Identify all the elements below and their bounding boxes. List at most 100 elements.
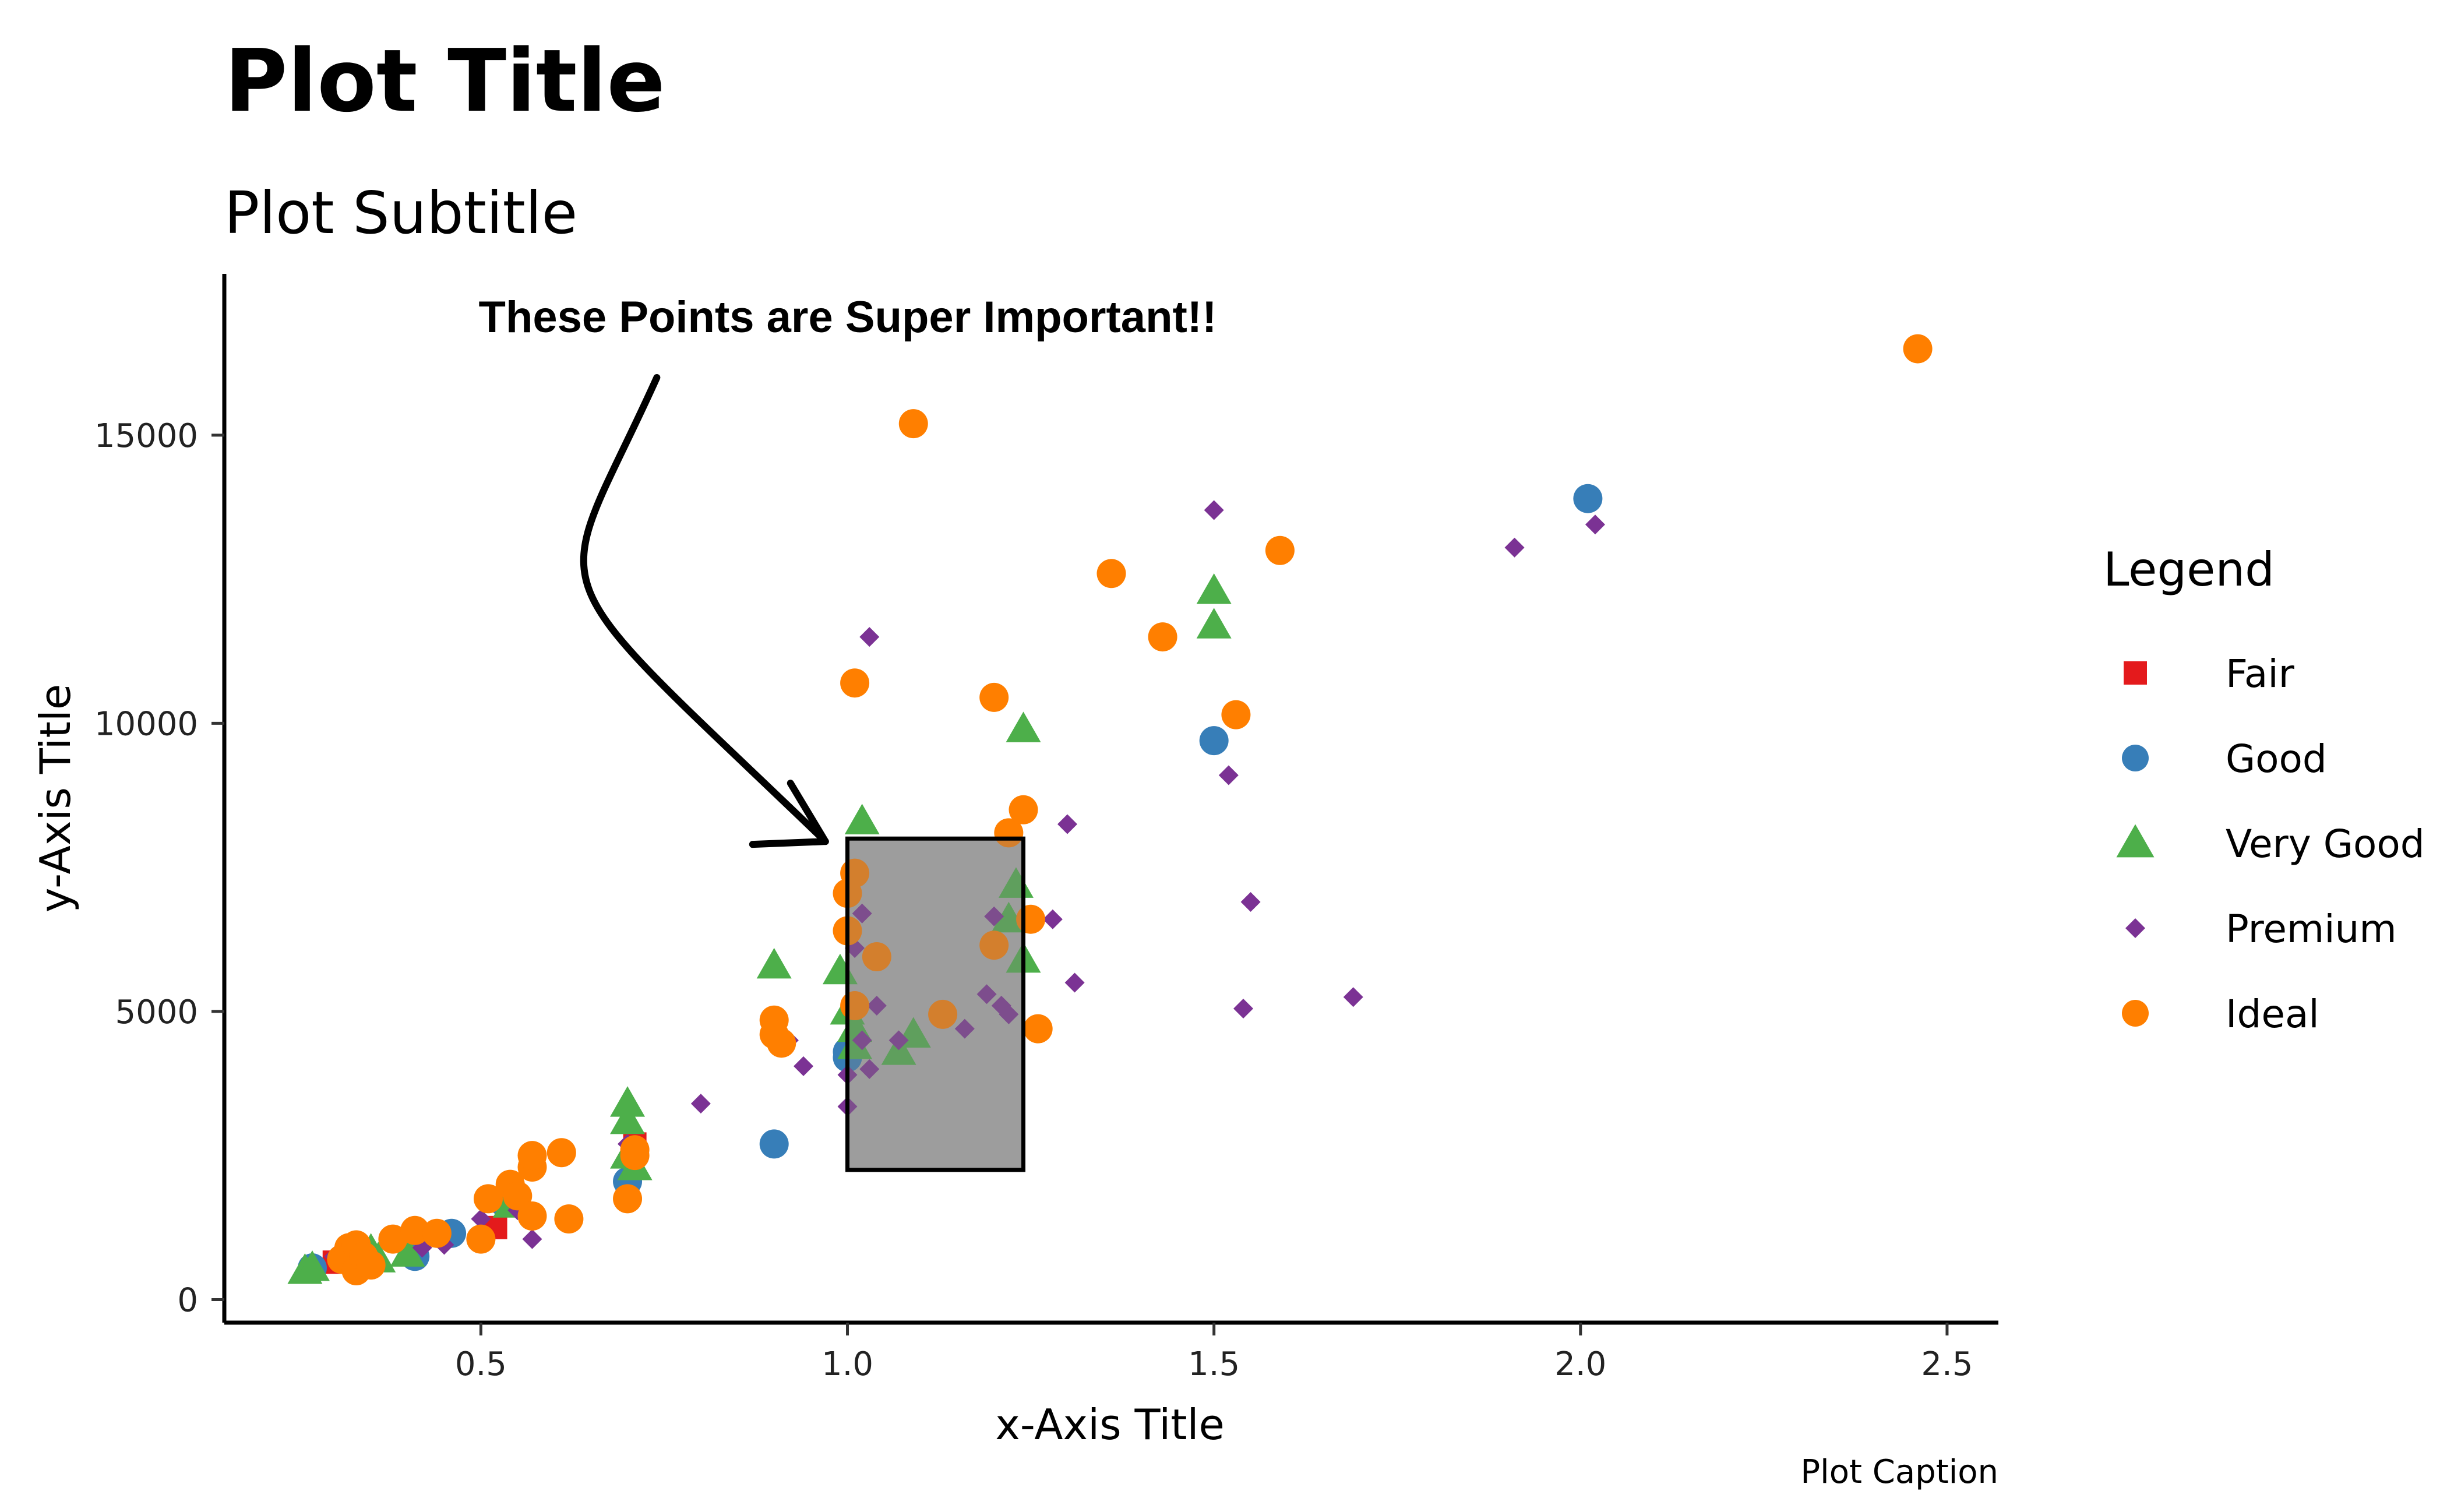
data-point <box>294 1250 330 1281</box>
data-point <box>517 1141 547 1171</box>
data-point <box>1199 726 1229 756</box>
data-point <box>400 1215 430 1245</box>
x-tick-label: 0.5 <box>455 1345 507 1383</box>
data-point <box>356 1250 386 1280</box>
data-point <box>866 996 887 1016</box>
data-point <box>620 1135 650 1165</box>
plot-caption: Plot Caption <box>1800 1453 1998 1491</box>
legend-title: Legend <box>2103 542 2275 597</box>
data-point <box>852 1030 872 1051</box>
data-point <box>1204 500 1224 520</box>
data-point <box>422 1218 452 1248</box>
data-point <box>859 627 880 647</box>
data-point <box>979 682 1009 712</box>
y-axis-ticks: 0 5000 10000 15000 <box>94 417 224 1319</box>
legend-item: Fair <box>2124 651 2295 696</box>
legend-label: Premium <box>2226 907 2397 951</box>
plot-title: Plot Title <box>224 31 665 131</box>
x-tick-label: 1.0 <box>821 1345 873 1383</box>
legend-key <box>2122 1000 2149 1027</box>
data-point <box>1196 608 1232 639</box>
data-point <box>390 1236 425 1267</box>
data-point <box>756 947 792 979</box>
legend: Legend Fair Good Very Good Premium Ideal <box>2103 542 2425 1037</box>
data-point <box>1196 573 1232 604</box>
data-point <box>888 1030 909 1051</box>
annotation-arrow-shaft <box>580 374 829 845</box>
data-point <box>1218 765 1239 785</box>
data-point <box>1009 795 1038 824</box>
data-point <box>1585 514 1605 535</box>
y-tick-label: 10000 <box>94 705 198 743</box>
data-point <box>378 1224 408 1254</box>
annotation-text: These Points are Super Important!! <box>479 292 1217 342</box>
data-point <box>1148 622 1177 652</box>
data-point <box>759 1129 789 1159</box>
data-point <box>522 1229 542 1249</box>
legend-item: Very Good <box>2116 822 2425 866</box>
y-tick-label: 5000 <box>115 993 198 1031</box>
data-point <box>610 1086 646 1117</box>
data-point <box>862 942 891 971</box>
data-point <box>503 1181 533 1211</box>
annotation-arrow <box>580 374 829 848</box>
legend-label: Very Good <box>2226 822 2425 866</box>
data-point <box>1504 537 1525 558</box>
data-point <box>840 668 870 698</box>
data-point <box>1233 998 1253 1018</box>
data-point <box>466 1224 496 1254</box>
data-point <box>852 903 872 924</box>
data-point <box>1064 972 1085 993</box>
data-point <box>1042 909 1063 929</box>
data-point <box>613 1184 643 1214</box>
data-point <box>844 803 880 835</box>
data-point <box>1006 711 1041 742</box>
legend-item: Ideal <box>2122 992 2319 1037</box>
data-points-layer <box>287 334 1933 1285</box>
x-tick-label: 2.0 <box>1554 1345 1606 1383</box>
highlight-box-outline <box>845 836 1026 1172</box>
data-point <box>976 984 997 1005</box>
y-axis-title: y-Axis Title <box>31 684 80 912</box>
x-axis-ticks: 0.5 1.0 1.5 2.0 2.5 <box>455 1323 1973 1383</box>
data-point <box>979 931 1009 960</box>
series-very-good <box>287 573 1232 1284</box>
data-point <box>1903 334 1933 364</box>
x-tick-label: 2.5 <box>1921 1345 1973 1383</box>
data-point <box>1023 1014 1053 1044</box>
data-point <box>767 1028 796 1058</box>
data-point <box>984 906 1004 926</box>
x-tick-label: 1.5 <box>1188 1345 1240 1383</box>
data-point <box>999 1004 1019 1024</box>
data-point <box>1240 892 1261 912</box>
data-point <box>546 1138 576 1168</box>
legend-label: Good <box>2226 736 2327 781</box>
series-ideal <box>327 334 1933 1285</box>
legend-item: Good <box>2122 736 2327 781</box>
data-point <box>1343 987 1363 1007</box>
y-tick-label: 0 <box>177 1281 198 1319</box>
highlight-box-outline-layer <box>845 836 1026 1172</box>
data-point <box>1265 535 1295 565</box>
legend-label: Fair <box>2226 651 2295 696</box>
legend-key <box>2116 824 2155 858</box>
x-axis-title: x-Axis Title <box>995 1400 1225 1449</box>
legend-key <box>2122 745 2149 771</box>
data-point <box>1096 559 1126 588</box>
data-point <box>471 1208 491 1229</box>
data-point <box>1221 700 1251 729</box>
legend-label: Ideal <box>2226 992 2319 1037</box>
legend-item: Premium <box>2125 907 2397 951</box>
annotation-arrow-head <box>749 780 829 848</box>
data-point <box>517 1201 547 1231</box>
legend-key <box>2124 661 2147 685</box>
plot-subtitle: Plot Subtitle <box>224 179 577 247</box>
data-point <box>794 1056 814 1076</box>
data-point <box>690 1094 711 1114</box>
data-point <box>610 1103 646 1134</box>
legend-key <box>2125 918 2145 938</box>
data-point <box>1573 484 1603 513</box>
data-point <box>898 409 928 439</box>
data-point <box>554 1204 584 1233</box>
